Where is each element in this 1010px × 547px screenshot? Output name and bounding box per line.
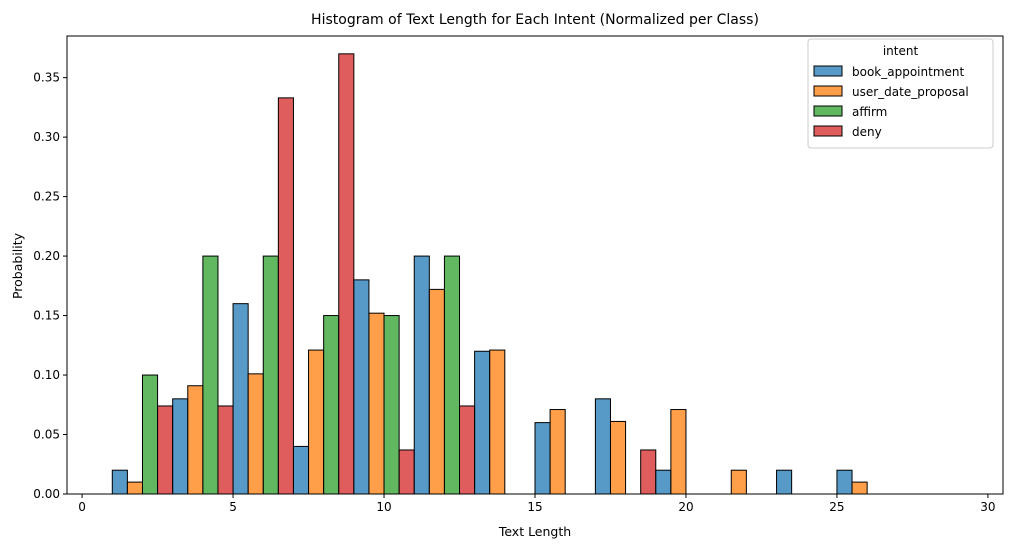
bar-affirm-10 xyxy=(383,315,400,495)
y-tick-label: 0.25 xyxy=(33,190,60,204)
legend-swatch-affirm xyxy=(813,105,843,117)
y-axis-label: Probability xyxy=(10,232,25,299)
bar-book-appointment-4 xyxy=(172,398,189,495)
bar-book-appointment-10 xyxy=(353,279,370,495)
bar-user-date-proposal-14 xyxy=(489,349,506,495)
bar-user-date-proposal-26 xyxy=(851,481,868,495)
bar-book-appointment-24 xyxy=(776,469,793,495)
x-tick-label: 10 xyxy=(376,500,391,514)
x-tick-label: 0 xyxy=(78,500,86,514)
bar-deny-2 xyxy=(157,405,174,495)
bar-book-appointment-12 xyxy=(413,255,430,495)
y-tick-label: 0.20 xyxy=(33,249,60,263)
legend-label-affirm: affirm xyxy=(852,105,887,119)
bar-user-date-proposal-12 xyxy=(428,288,445,495)
chart-title: Histogram of Text Length for Each Intent… xyxy=(311,12,759,28)
y-tick-label: 0.10 xyxy=(33,368,60,382)
x-tick-label: 15 xyxy=(527,500,542,514)
bar-deny-18 xyxy=(640,449,657,495)
bar-affirm-6 xyxy=(262,255,279,495)
bar-user-date-proposal-4 xyxy=(187,385,204,495)
bar-book-appointment-26 xyxy=(836,469,853,495)
y-axis-ticks: 0.00 0.05 0.10 0.15 0.20 0.25 0.30 0.35 xyxy=(33,71,67,501)
bar-deny-10 xyxy=(398,449,415,495)
bar-book-appointment-8 xyxy=(292,445,310,495)
bar-affirm-2 xyxy=(141,374,159,495)
x-axis-label: Text Length xyxy=(498,524,571,539)
y-tick-label: 0.15 xyxy=(33,309,60,323)
bar-deny-8 xyxy=(338,53,355,495)
y-tick-label: 0.00 xyxy=(33,487,60,501)
bar-book-appointment-2 xyxy=(111,469,128,495)
legend-box xyxy=(807,38,994,149)
bars-layer xyxy=(111,53,868,495)
bar-book-appointment-20 xyxy=(655,469,672,495)
bar-book-appointment-18 xyxy=(594,398,611,495)
x-tick-label: 30 xyxy=(980,500,995,514)
bar-deny-12 xyxy=(459,405,476,495)
legend-title: intent xyxy=(883,44,919,58)
x-tick-label: 25 xyxy=(829,500,844,514)
bar-affirm-12 xyxy=(443,255,461,495)
legend-swatch-user-date-proposal xyxy=(813,85,843,97)
legend-swatch-book-appointment xyxy=(813,65,843,77)
legend-label-deny: deny xyxy=(852,125,882,139)
legend-label-book-appointment: book_appointment xyxy=(852,65,965,79)
bar-user-date-proposal-8 xyxy=(308,349,325,495)
legend: intent book_appointment user_date_proposal… xyxy=(807,38,994,149)
x-axis-ticks: 0 5 10 15 20 25 30 xyxy=(78,494,996,514)
legend-label-user-date-proposal: user_date_proposal xyxy=(852,85,969,99)
bar-book-appointment-6 xyxy=(232,303,249,495)
bar-deny-6 xyxy=(277,97,294,495)
y-tick-label: 0.30 xyxy=(33,130,60,144)
bar-user-date-proposal-10 xyxy=(368,312,385,495)
bar-deny-4 xyxy=(217,405,234,495)
bar-user-date-proposal-16 xyxy=(549,409,566,495)
bar-user-date-proposal-6 xyxy=(247,373,264,495)
y-tick-label: 0.35 xyxy=(33,71,60,85)
x-tick-label: 5 xyxy=(229,500,237,514)
legend-swatch-deny xyxy=(813,125,843,137)
y-tick-label: 0.05 xyxy=(33,428,60,442)
bar-book-appointment-16 xyxy=(534,422,551,495)
x-tick-label: 20 xyxy=(678,500,693,514)
bar-user-date-proposal-20 xyxy=(670,409,687,495)
bar-user-date-proposal-2 xyxy=(126,481,143,495)
bar-user-date-proposal-22 xyxy=(730,469,747,495)
bar-affirm-8 xyxy=(323,315,340,495)
bar-book-appointment-14 xyxy=(474,350,491,495)
bar-user-date-proposal-18 xyxy=(609,420,627,495)
bar-affirm-4 xyxy=(202,255,219,495)
